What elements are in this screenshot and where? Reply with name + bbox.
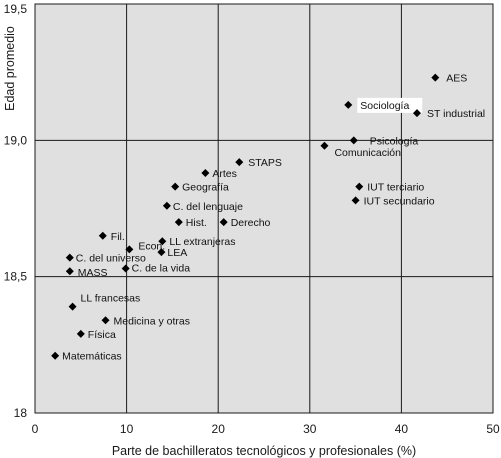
data-point-marker (174, 218, 183, 227)
data-point-label: IUT secundario (364, 195, 435, 207)
y-axis-ticks: 18 18,5 19,0 19,5 (4, 2, 28, 420)
y-tick-label: 19,5 (4, 2, 28, 16)
x-tick-label: 50 (486, 422, 500, 436)
data-point-label: Geografía (182, 182, 229, 194)
x-tick-label: 0 (32, 422, 39, 436)
data-point-label: Medicina y otras (114, 315, 190, 327)
y-tick-label: 19,0 (4, 133, 28, 147)
data-point-marker (65, 253, 74, 262)
data-point-marker (320, 141, 329, 150)
data-point-label: Derecho (231, 217, 271, 229)
data-point-label: Hist. (186, 217, 207, 229)
data-point-marker (355, 182, 364, 191)
data-point-label: IUT terciario (367, 182, 424, 194)
data-point-label: Fil. (111, 231, 125, 243)
data-point-label: MASS (78, 267, 108, 279)
data-point-label: Sociología (360, 100, 409, 112)
y-axis-title: Edad promedio (3, 26, 17, 111)
data-points: AES Sociología ST industrial PsicologíaComu… (51, 73, 485, 363)
x-tick-label: 40 (395, 422, 409, 436)
data-point-marker (121, 264, 130, 273)
data-point-marker (162, 201, 171, 210)
data-point-marker (101, 316, 110, 325)
data-point-label: C. de la vida (132, 262, 191, 274)
data-point-marker (235, 158, 244, 167)
x-tick-label: 10 (120, 422, 134, 436)
data-point-label: LL extranjeras (169, 236, 235, 248)
data-point-marker (65, 267, 74, 276)
data-point-marker (98, 231, 107, 240)
data-point-marker (158, 237, 167, 246)
data-point-marker (51, 351, 60, 360)
data-point-marker (68, 302, 77, 311)
data-point-marker (201, 169, 210, 178)
highlight-box (357, 97, 423, 113)
y-tick-label: 18 (14, 406, 28, 420)
data-point-marker (351, 196, 360, 205)
data-point-label: ST industrial (427, 108, 485, 120)
data-point-label: Comunicación (334, 147, 401, 159)
data-point-label: AES (446, 73, 467, 85)
plot-area (35, 4, 493, 413)
data-point-label: C. del lenguaje (173, 201, 243, 213)
data-point-marker (344, 100, 353, 109)
data-point-marker (412, 109, 421, 118)
data-point-marker (431, 73, 440, 82)
data-point-label: LEA (167, 247, 187, 259)
data-point-label: Psicología (370, 135, 419, 147)
y-tick-label: 18,5 (4, 270, 28, 284)
data-point-marker (349, 136, 358, 145)
x-axis-ticks: 0 10 20 30 40 50 (32, 422, 500, 436)
data-point-marker (171, 182, 180, 191)
data-point-marker (219, 218, 228, 227)
data-point-label: Econ. (138, 240, 165, 252)
data-point-label: Artes (212, 168, 237, 180)
data-point-marker (76, 329, 85, 338)
x-axis-title: Parte de bachilleratos tecnológicos y pr… (112, 444, 416, 458)
x-tick-label: 30 (303, 422, 317, 436)
data-point-marker (157, 248, 166, 257)
data-point-label: C. del universo (76, 253, 146, 265)
data-point-label: STAPS (248, 157, 282, 169)
data-point-label: Matemáticas (62, 351, 122, 363)
x-tick-label: 20 (212, 422, 226, 436)
grid-lines (35, 4, 493, 413)
data-point-marker (125, 245, 134, 254)
plot-frame (34, 3, 494, 414)
data-point-label: LL francesas (81, 293, 141, 305)
data-point-label: Física (88, 329, 116, 341)
